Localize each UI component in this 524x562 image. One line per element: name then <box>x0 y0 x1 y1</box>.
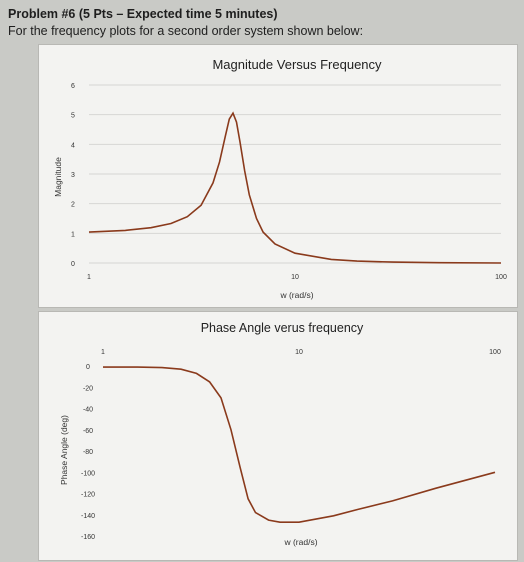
mag-x-tick-label: 100 <box>495 274 507 281</box>
phase-chart-title: Phase Angle verus frequency <box>201 321 364 335</box>
phase-y-axis-label: Phase Angle (deg) <box>59 415 69 485</box>
phase-y-tick-label: -160 <box>81 534 95 541</box>
phase-x-tick-label: 1 <box>101 349 105 356</box>
magnitude-y-axis-label: Magnitude <box>53 157 63 197</box>
phase-y-tick-label: -140 <box>81 513 95 520</box>
phase-y-tick-label: -60 <box>83 428 93 435</box>
phase-chart: 0 -20 -40 -60 -80 -100 -120 -140 -160 1 10 100 Pha… <box>59 321 501 547</box>
mag-y-tick-label: 3 <box>71 172 75 179</box>
problem-header: Problem #6 (5 Pts – Expected time 5 minu… <box>8 6 508 40</box>
phase-y-tick-label: -40 <box>83 407 93 414</box>
phase-chart-panel: 0 -20 -40 -60 -80 -100 -120 -140 -160 1 10 100 Pha… <box>38 311 518 561</box>
phase-y-tick-label: -120 <box>81 492 95 499</box>
phase-y-tick-label: -80 <box>83 449 93 456</box>
phase-x-tick-label: 10 <box>295 349 303 356</box>
problem-title: Problem #6 (5 Pts – Expected time 5 minu… <box>8 7 278 21</box>
phase-y-tick-label: 0 <box>86 364 90 371</box>
magnitude-chart-title: Magnitude Versus Frequency <box>212 57 382 72</box>
mag-y-tick-label: 1 <box>71 231 75 238</box>
mag-x-tick-label: 1 <box>87 274 91 281</box>
magnitude-chart-panel: 0 1 2 3 4 5 6 1 10 100 Magnitude Versus Frequenc… <box>38 44 518 308</box>
problem-statement: For the frequency plots for a second ord… <box>8 24 364 38</box>
mag-y-tick-label: 5 <box>71 113 75 120</box>
mag-y-tick-label: 2 <box>71 202 75 209</box>
magnitude-series-line <box>88 111 502 264</box>
phase-x-tick-label: 100 <box>489 349 501 356</box>
magnitude-x-axis-label: w (rad/s) <box>279 290 313 300</box>
phase-x-axis-label: w (rad/s) <box>283 537 317 547</box>
phase-y-tick-label: -20 <box>83 385 93 392</box>
mag-y-tick-label: 4 <box>71 142 75 149</box>
mag-x-tick-label: 10 <box>291 274 299 281</box>
magnitude-chart: 0 1 2 3 4 5 6 1 10 100 Magnitude Versus Frequenc… <box>53 57 507 300</box>
phase-series-line <box>103 366 496 523</box>
mag-y-tick-label: 0 <box>71 261 75 268</box>
phase-y-tick-label: -100 <box>81 470 95 477</box>
mag-y-tick-label: 6 <box>71 83 75 90</box>
